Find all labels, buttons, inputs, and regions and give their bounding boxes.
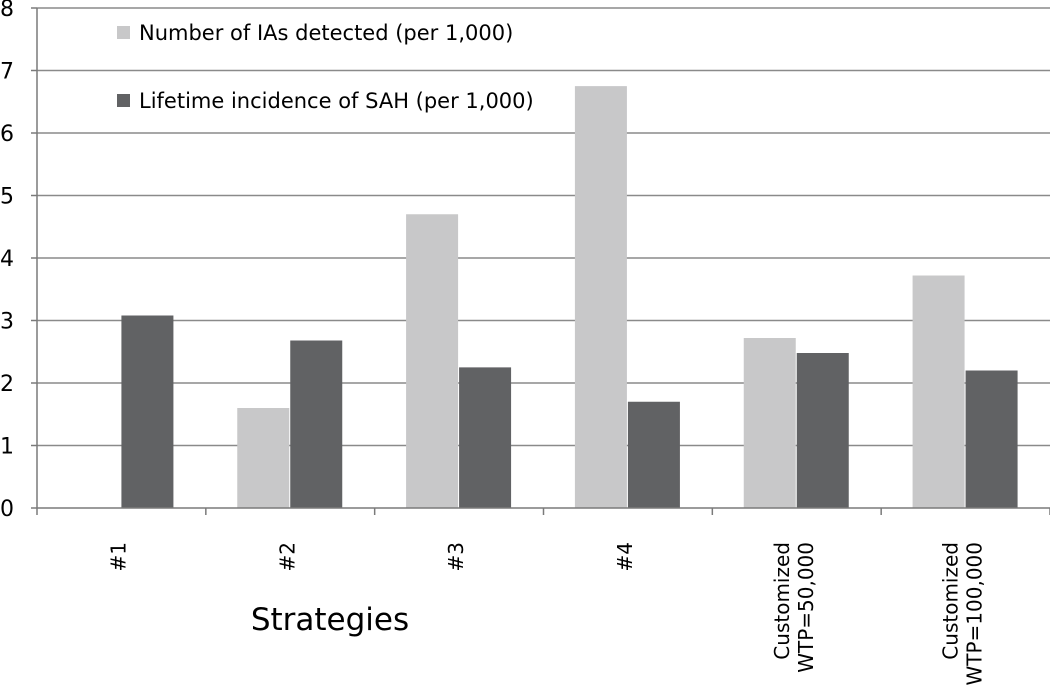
y-tick-labels: 0 1 2 3 4 5 6 7 8	[0, 0, 14, 522]
bar-series-1	[406, 214, 459, 508]
legend-swatch	[117, 94, 130, 107]
bar-series-1	[237, 408, 290, 508]
x-tick-label: #2	[275, 542, 299, 571]
y-tick-label: 7	[0, 60, 14, 85]
bars	[121, 86, 1018, 508]
bar-series-2	[627, 401, 680, 508]
y-tick-label: 4	[0, 247, 14, 272]
x-tick-label: #1	[106, 542, 130, 571]
x-tick-label: #3	[444, 542, 468, 571]
y-tick-label: 6	[0, 122, 14, 147]
bar-series-2	[290, 340, 343, 508]
y-tick-label: 5	[0, 185, 14, 210]
y-tick-label: 8	[0, 0, 14, 22]
y-tick-label: 2	[0, 372, 14, 397]
y-tick-label: 0	[0, 497, 14, 522]
legend-label: Number of IAs detected (per 1,000)	[139, 21, 513, 45]
x-tick-label: #4	[613, 542, 637, 571]
gridlines	[37, 7, 1050, 447]
x-tick-label: CustomizedWTP=100,000	[939, 542, 987, 686]
y-tick-label: 3	[0, 310, 14, 335]
x-tick-label: CustomizedWTP=50,000	[770, 542, 818, 673]
bar-series-2	[965, 370, 1018, 508]
y-tick-label: 1	[0, 435, 14, 460]
bar-series-1	[912, 275, 965, 508]
legend-label: Lifetime incidence of SAH (per 1,000)	[139, 89, 534, 113]
legend: Number of IAs detected (per 1,000) Lifeti…	[117, 21, 534, 113]
bar-series-1	[574, 86, 627, 508]
x-axis-label: Strategies	[251, 602, 409, 638]
x-tick-labels: #1 #2 #3 #4 CustomizedWTP=50,000 CustomizedWT…	[106, 542, 986, 686]
bar-series-1	[743, 338, 796, 508]
bar-series-2	[121, 315, 174, 508]
axes	[31, 7, 1050, 515]
bar-series-2	[459, 367, 512, 508]
legend-swatch	[117, 26, 130, 39]
bar-series-2	[796, 353, 849, 508]
